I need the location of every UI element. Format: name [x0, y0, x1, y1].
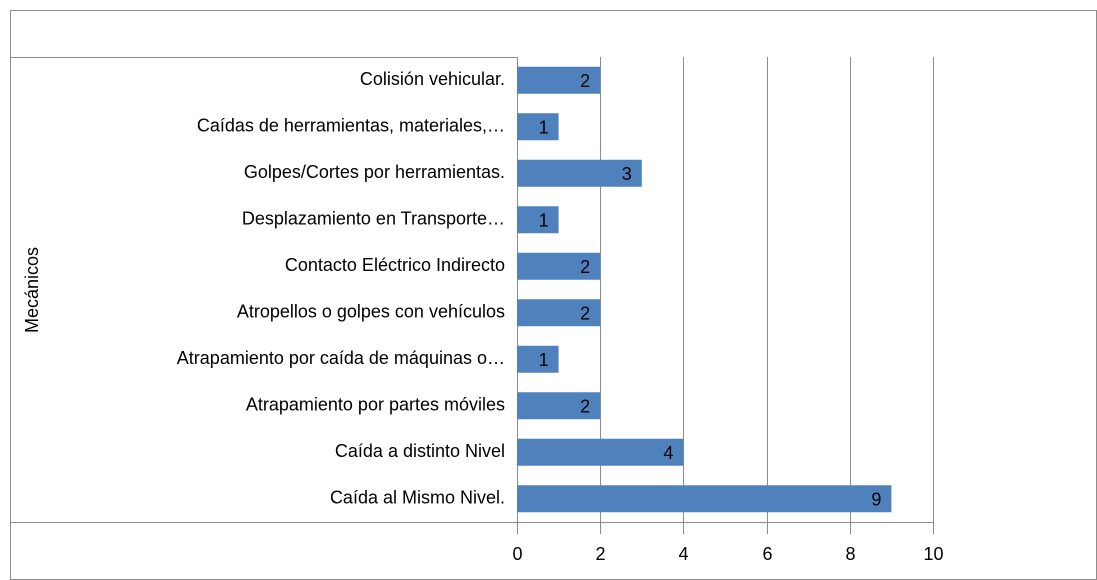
x-tick-label: 8 — [845, 544, 855, 564]
bar — [517, 438, 684, 466]
data-label: 2 — [580, 71, 590, 91]
bar — [517, 66, 601, 94]
y-tick-label: Caída al Mismo Nivel. — [330, 488, 505, 508]
data-label: 2 — [580, 257, 590, 277]
y-tick-label: Desplazamiento en Transporte… — [242, 209, 505, 229]
y-tick-label: Caídas de herramientas, materiales,… — [197, 116, 505, 136]
data-label: 2 — [580, 397, 590, 417]
x-tick-label: 0 — [512, 544, 522, 564]
y-tick-label: Colisión vehicular. — [360, 69, 505, 89]
y-tick-label: Golpes/Cortes por herramientas. — [244, 162, 505, 182]
bar — [517, 206, 559, 234]
bar — [517, 299, 601, 327]
data-label: 4 — [663, 443, 673, 463]
bar — [517, 485, 892, 513]
bar — [517, 159, 642, 187]
bar — [517, 392, 601, 420]
y-tick-label: Atropellos o golpes con vehículos — [237, 302, 505, 322]
bar — [517, 345, 559, 373]
y-tick-label: Atrapamiento por caída de máquinas o… — [177, 348, 505, 368]
data-label: 1 — [539, 118, 549, 138]
data-label: 3 — [622, 164, 632, 184]
data-label: 9 — [871, 490, 881, 510]
x-tick-label: 10 — [923, 544, 943, 564]
x-tick-label: 6 — [762, 544, 772, 564]
data-label: 1 — [539, 211, 549, 231]
x-tick-label: 4 — [678, 544, 688, 564]
x-tick-label: 2 — [595, 544, 605, 564]
data-label: 2 — [580, 304, 590, 324]
y-tick-label: Caída a distinto Nivel — [335, 441, 505, 461]
y-axis-label: Mecánicos — [22, 247, 42, 333]
y-tick-label: Contacto Eléctrico Indirecto — [285, 255, 505, 275]
data-label: 1 — [539, 350, 549, 370]
bar — [517, 252, 601, 280]
y-tick-label: Atrapamiento por partes móviles — [246, 395, 505, 415]
bar — [517, 113, 559, 141]
